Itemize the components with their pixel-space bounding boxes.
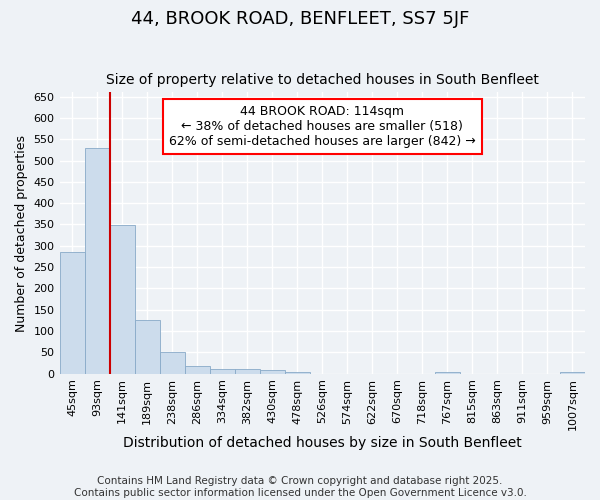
Text: Contains HM Land Registry data © Crown copyright and database right 2025.
Contai: Contains HM Land Registry data © Crown c… <box>74 476 526 498</box>
Bar <box>134 320 160 374</box>
Y-axis label: Number of detached properties: Number of detached properties <box>15 134 28 332</box>
Text: 44, BROOK ROAD, BENFLEET, SS7 5JF: 44, BROOK ROAD, BENFLEET, SS7 5JF <box>131 10 469 28</box>
Bar <box>209 370 235 374</box>
Title: Size of property relative to detached houses in South Benfleet: Size of property relative to detached ho… <box>106 73 539 87</box>
Bar <box>110 226 134 374</box>
Bar <box>560 372 585 374</box>
Bar <box>160 352 185 374</box>
Bar <box>185 366 209 374</box>
Bar <box>435 372 460 374</box>
Bar <box>59 252 85 374</box>
Bar <box>85 148 110 374</box>
Bar <box>235 370 260 374</box>
Bar <box>260 370 285 374</box>
Text: 44 BROOK ROAD: 114sqm
← 38% of detached houses are smaller (518)
62% of semi-det: 44 BROOK ROAD: 114sqm ← 38% of detached … <box>169 105 476 148</box>
X-axis label: Distribution of detached houses by size in South Benfleet: Distribution of detached houses by size … <box>123 436 521 450</box>
Bar <box>285 372 310 374</box>
